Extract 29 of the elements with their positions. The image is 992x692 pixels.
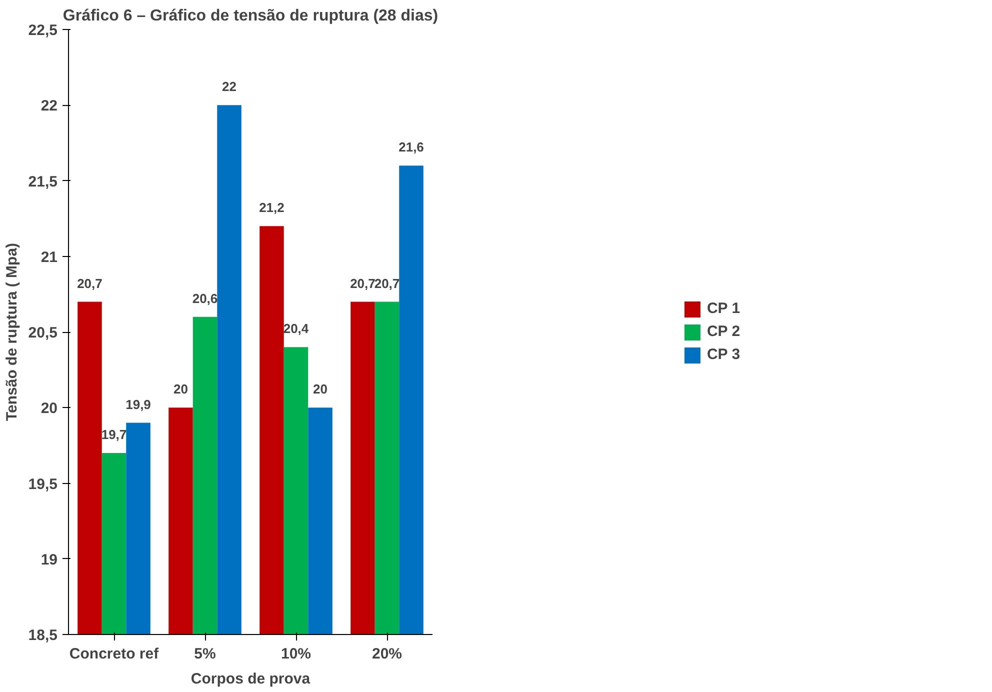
- data-label: 21,2: [259, 200, 284, 216]
- x-tick-label: 10%: [280, 646, 312, 662]
- x-tick-label: Concreto ref: [69, 646, 160, 662]
- data-label: 20,7: [350, 276, 376, 291]
- data-label: 19,9: [126, 396, 151, 412]
- y-tick-label: 22: [40, 98, 58, 115]
- x-axis-title: Corpos de prova: [190, 670, 311, 688]
- legend-label: CP 3: [706, 346, 740, 363]
- y-tick-label: 21,5: [28, 173, 58, 190]
- x-tick-label: 5%: [194, 646, 216, 662]
- data-label: 20,7: [77, 276, 102, 291]
- y-tick-label: 19,5: [28, 476, 58, 493]
- y-tick-label: 22,5: [28, 22, 58, 39]
- data-label: 22: [222, 79, 237, 94]
- y-tick-label: 21: [40, 248, 58, 266]
- legend-label: CP 2: [706, 323, 740, 340]
- y-axis-title: Tensão de ruptura ( Mpa): [3, 242, 20, 422]
- chart-title: Gráfico 6 – Gráfico de tensão de ruptura (28 dias): [62, 8, 438, 24]
- legend-label: CP 1: [706, 300, 740, 317]
- y-tick-label: 20: [40, 400, 58, 418]
- data-label: 20: [313, 382, 328, 397]
- data-label: 21,6: [398, 140, 424, 155]
- data-label: 20: [174, 382, 188, 397]
- y-tick-label: 20,5: [28, 324, 58, 342]
- y-tick-label: 19: [40, 551, 58, 568]
- y-tick-label: 18,5: [28, 627, 58, 644]
- x-tick-label: 20%: [372, 646, 402, 662]
- data-label: 19,7: [101, 427, 127, 442]
- data-label: 20,7: [374, 276, 400, 291]
